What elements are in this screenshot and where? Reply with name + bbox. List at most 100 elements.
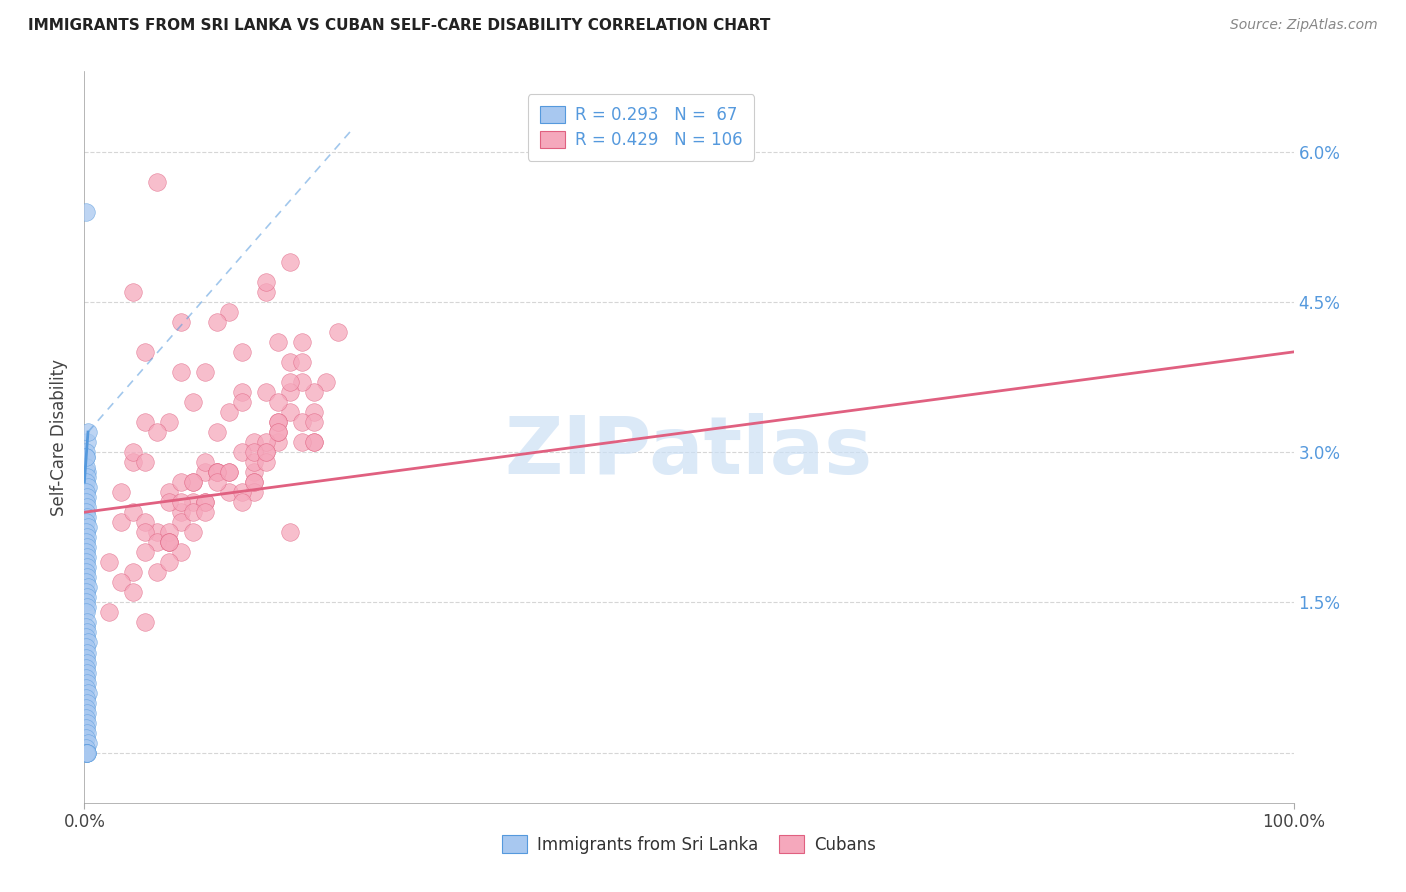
Point bbox=[76, 646, 98, 660]
Point bbox=[157, 535, 180, 549]
Point bbox=[76, 746, 98, 760]
Legend: Immigrants from Sri Lanka, Cubans: Immigrants from Sri Lanka, Cubans bbox=[496, 829, 882, 860]
Point bbox=[75, 575, 97, 590]
Point bbox=[291, 435, 314, 450]
Point bbox=[157, 485, 180, 500]
Point bbox=[315, 375, 337, 389]
Point bbox=[75, 535, 97, 549]
Point bbox=[170, 545, 193, 559]
Point bbox=[75, 606, 97, 620]
Point bbox=[267, 334, 290, 349]
Point bbox=[134, 545, 156, 559]
Point bbox=[76, 541, 98, 555]
Point bbox=[207, 465, 229, 479]
Point bbox=[267, 425, 290, 439]
Point bbox=[194, 465, 217, 479]
Point bbox=[254, 455, 277, 469]
Point bbox=[75, 525, 97, 540]
Point bbox=[75, 700, 97, 714]
Point bbox=[77, 736, 100, 750]
Point bbox=[75, 505, 97, 519]
Point bbox=[76, 490, 98, 504]
Point bbox=[75, 746, 97, 760]
Point bbox=[97, 555, 120, 569]
Point bbox=[242, 435, 264, 450]
Point bbox=[75, 631, 97, 645]
Point bbox=[218, 485, 240, 500]
Point bbox=[76, 465, 98, 479]
Point bbox=[121, 285, 143, 299]
Point bbox=[134, 615, 156, 630]
Point bbox=[242, 465, 264, 479]
Point bbox=[75, 585, 97, 599]
Point bbox=[76, 470, 98, 484]
Point bbox=[157, 525, 180, 540]
Point bbox=[242, 445, 264, 459]
Point bbox=[75, 681, 97, 695]
Point bbox=[76, 746, 98, 760]
Point bbox=[170, 365, 193, 379]
Point bbox=[121, 585, 143, 599]
Point bbox=[157, 535, 180, 549]
Point bbox=[75, 740, 97, 755]
Point bbox=[231, 395, 253, 409]
Point bbox=[75, 731, 97, 745]
Point bbox=[76, 570, 98, 584]
Point bbox=[134, 455, 156, 469]
Point bbox=[278, 254, 301, 268]
Point bbox=[76, 725, 98, 739]
Text: ZIPatlas: ZIPatlas bbox=[505, 413, 873, 491]
Point bbox=[302, 435, 325, 450]
Text: IMMIGRANTS FROM SRI LANKA VS CUBAN SELF-CARE DISABILITY CORRELATION CHART: IMMIGRANTS FROM SRI LANKA VS CUBAN SELF-… bbox=[28, 18, 770, 33]
Point bbox=[181, 525, 204, 540]
Point bbox=[157, 535, 180, 549]
Point bbox=[146, 535, 169, 549]
Point bbox=[75, 620, 97, 634]
Point bbox=[77, 520, 100, 534]
Point bbox=[181, 395, 204, 409]
Point bbox=[75, 460, 97, 475]
Point bbox=[134, 415, 156, 429]
Point bbox=[218, 305, 240, 319]
Y-axis label: Self-Care Disability: Self-Care Disability bbox=[51, 359, 69, 516]
Point bbox=[254, 384, 277, 399]
Point bbox=[181, 475, 204, 490]
Point bbox=[77, 685, 100, 699]
Point bbox=[75, 660, 97, 674]
Point bbox=[76, 560, 98, 574]
Point bbox=[76, 550, 98, 565]
Point bbox=[267, 435, 290, 450]
Point bbox=[231, 384, 253, 399]
Point bbox=[76, 715, 98, 730]
Point bbox=[121, 505, 143, 519]
Point bbox=[75, 485, 97, 500]
Point bbox=[76, 675, 98, 690]
Point bbox=[194, 495, 217, 509]
Point bbox=[231, 345, 253, 359]
Point bbox=[76, 510, 98, 524]
Point bbox=[254, 285, 277, 299]
Point bbox=[231, 445, 253, 459]
Point bbox=[121, 455, 143, 469]
Point bbox=[218, 465, 240, 479]
Point bbox=[76, 435, 98, 450]
Point bbox=[75, 566, 97, 580]
Point bbox=[291, 355, 314, 369]
Point bbox=[146, 525, 169, 540]
Point bbox=[157, 495, 180, 509]
Point bbox=[110, 515, 132, 529]
Point bbox=[207, 315, 229, 329]
Text: Source: ZipAtlas.com: Source: ZipAtlas.com bbox=[1230, 18, 1378, 32]
Point bbox=[76, 656, 98, 670]
Point bbox=[267, 415, 290, 429]
Point bbox=[77, 635, 100, 649]
Point bbox=[76, 591, 98, 605]
Point bbox=[170, 475, 193, 490]
Point bbox=[170, 315, 193, 329]
Point bbox=[302, 405, 325, 419]
Point bbox=[76, 600, 98, 615]
Point bbox=[75, 650, 97, 665]
Point bbox=[77, 580, 100, 594]
Point bbox=[146, 175, 169, 189]
Point bbox=[75, 445, 97, 459]
